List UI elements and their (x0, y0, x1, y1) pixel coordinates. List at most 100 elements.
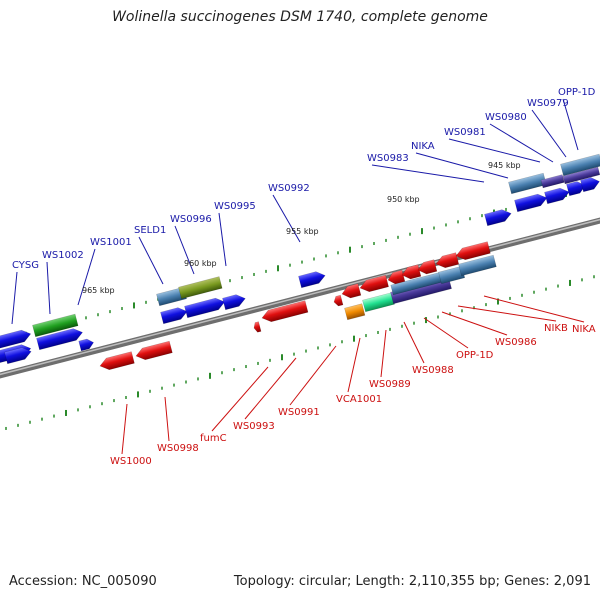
reverse-gene (135, 340, 173, 361)
reverse-gene-label: VCA1001 (336, 394, 382, 405)
forward-gene-label: NIKA (411, 141, 435, 152)
reverse-label-leader (211, 366, 269, 432)
kbp-scale-label: 950 kbp (387, 195, 420, 204)
gene-block-orange (344, 303, 366, 321)
forward-gene-label: OPP-1D (558, 87, 596, 98)
gene-features (0, 153, 600, 371)
forward-gene-label: WS0980 (485, 112, 527, 123)
forward-label-leader (174, 225, 195, 275)
forward-label-leader (448, 138, 541, 163)
reverse-label-leader (423, 317, 469, 349)
reverse-gene (435, 252, 460, 269)
kbp-scale-label: 965 kbp (82, 286, 115, 295)
gene-block-steel (438, 265, 466, 285)
reverse-label-leader (244, 357, 297, 420)
reverse-gene (455, 241, 491, 261)
reverse-gene-label: OPP-1D (456, 350, 494, 361)
forward-label-leader (272, 194, 301, 243)
gene-block-green (32, 313, 79, 338)
reverse-gene (253, 321, 262, 333)
forward-gene (580, 177, 600, 193)
forward-label-leader (138, 236, 164, 285)
reverse-gene-label: WS0991 (278, 407, 320, 418)
forward-label-leader (11, 271, 18, 325)
reverse-label-leader (380, 329, 387, 378)
genome-summary-text: Topology: circular; Length: 2,110,355 bp… (233, 574, 591, 589)
forward-gene-label: CYSG (12, 260, 39, 271)
accession-text: Accession: NC_005090 (9, 574, 157, 589)
reverse-gene-label: NIKB (544, 323, 568, 334)
label-leader-lines (11, 98, 585, 455)
forward-gene-label: WS0979 (527, 98, 569, 109)
forward-gene (0, 329, 32, 351)
gene-block-steel (560, 153, 600, 177)
forward-label-leader (77, 248, 96, 306)
forward-gene (78, 338, 94, 352)
forward-label-leader (46, 261, 51, 315)
gene-block-purple (540, 174, 565, 189)
reverse-label-leader (289, 345, 337, 406)
forward-gene (160, 307, 188, 325)
forward-gene (484, 209, 512, 227)
scale-labels: 965 kbp 960 kbp 955 kbp 950 kbp 945 kbp (82, 161, 521, 295)
gene-block-olive (178, 276, 223, 300)
kbp-scale-label: 945 kbp (488, 161, 521, 170)
forward-gene (184, 297, 226, 319)
reverse-label-leader (457, 305, 557, 322)
reverse-gene-label: WS0986 (495, 337, 537, 348)
forward-gene-label: WS0981 (444, 127, 486, 138)
forward-label-leader (371, 164, 485, 183)
reverse-label-leader (164, 396, 170, 442)
forward-label-leader (489, 123, 554, 163)
forward-gene-label: WS1002 (42, 250, 84, 261)
reverse-gene (333, 294, 344, 307)
reverse-gene-label: WS0998 (157, 443, 199, 454)
chromosome-backbone-highlight (0, 218, 600, 376)
reverse-gene (261, 300, 309, 323)
forward-gene-label: WS0996 (170, 214, 212, 225)
kbp-scale-label: 960 kbp (184, 259, 217, 268)
gene-block-steel (508, 172, 547, 195)
reverse-gene (99, 351, 135, 371)
forward-gene-label: WS0992 (268, 183, 310, 194)
forward-label-leader (415, 152, 509, 179)
gene-block-mint (362, 292, 395, 313)
forward-gene (298, 271, 326, 289)
reverse-gene-label: fumC (200, 433, 227, 444)
reverse-label-leader (483, 295, 585, 323)
forward-gene (222, 294, 246, 311)
reverse-label-leader (121, 403, 128, 455)
gene-block-steel (458, 254, 497, 277)
reverse-gene (359, 274, 389, 293)
forward-gene-label: SELD1 (134, 225, 166, 236)
forward-gene (4, 347, 32, 365)
forward-gene-label: WS0995 (214, 201, 256, 212)
kbp-scale-label: 955 kbp (286, 227, 319, 236)
reverse-gene (401, 264, 422, 280)
reverse-gene-label: WS0993 (233, 421, 275, 432)
reverse-gene (341, 283, 362, 299)
forward-gene-label: WS1001 (90, 237, 132, 248)
gene-block-steel (156, 286, 187, 307)
reverse-label-leader (441, 311, 508, 336)
chromosome-backbone (0, 217, 600, 379)
forward-label-leader (531, 109, 567, 158)
reverse-label-leader (347, 337, 361, 393)
forward-gene (36, 328, 83, 351)
reverse-gene-label: WS1000 (110, 456, 152, 467)
forward-gene (566, 181, 586, 197)
reverse-label-leader (403, 321, 425, 364)
forward-gene (544, 187, 570, 205)
forward-gene-label: WS0983 (367, 153, 409, 164)
map-title: Wolinella succinogenes DSM 1740, complet… (112, 9, 488, 25)
forward-gene (514, 193, 548, 213)
reverse-gene (417, 259, 438, 275)
reverse-gene-label: WS0989 (369, 379, 411, 390)
forward-label-leader (218, 212, 227, 267)
reverse-gene-label: WS0988 (412, 365, 454, 376)
reverse-gene-label: NIKA (572, 324, 596, 335)
forward-label-leader (562, 98, 579, 151)
